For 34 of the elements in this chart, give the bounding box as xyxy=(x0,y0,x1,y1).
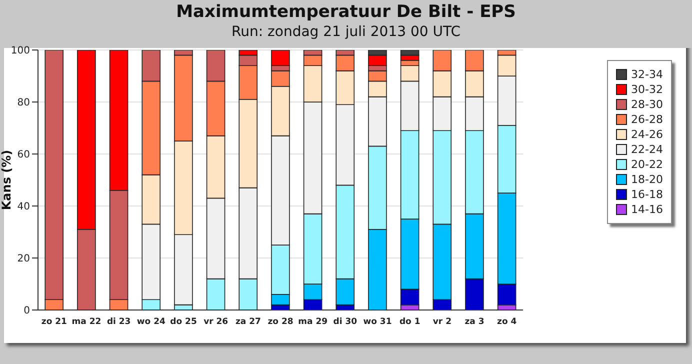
y-axis-title: Kans (%) xyxy=(0,150,14,210)
x-tick-label: di 30 xyxy=(333,317,358,328)
x-tick-label: do 1 xyxy=(399,317,420,328)
legend-label: 16-18 xyxy=(631,188,663,201)
legend-label: 24-26 xyxy=(631,128,663,141)
legend-label: 22-24 xyxy=(631,143,663,156)
legend-label: 18-20 xyxy=(631,173,663,186)
x-tick-label: za 3 xyxy=(464,317,484,328)
legend-label: 32-34 xyxy=(631,68,663,81)
x-tick-label: za 27 xyxy=(235,317,261,328)
y-tick-label: 60 xyxy=(17,150,30,161)
x-tick-label: di 23 xyxy=(106,317,131,328)
x-tick-label: wo 24 xyxy=(136,317,166,328)
y-tick-label: 40 xyxy=(17,202,30,213)
x-tick-label: zo 4 xyxy=(497,317,517,328)
chart-subtitle: Run: zondag 21 juli 2013 00 UTC xyxy=(230,24,462,40)
legend-label: 26-28 xyxy=(631,113,663,126)
x-tick-label: zo 28 xyxy=(268,317,294,328)
legend-label: 14-16 xyxy=(631,203,663,216)
x-tick-label: vr 2 xyxy=(432,317,452,328)
y-tick-label: 0 xyxy=(24,306,30,317)
y-tick-label: 100 xyxy=(10,46,30,57)
x-tick-label: ma 29 xyxy=(298,317,328,328)
x-tick-label: zo 21 xyxy=(41,317,68,328)
x-tick-label: vr 26 xyxy=(204,317,228,328)
y-tick-label: 20 xyxy=(17,254,30,265)
x-tick-label: ma 22 xyxy=(72,317,102,328)
x-tick-label: wo 31 xyxy=(363,317,392,328)
chart-title: Maximumtemperatuur De Bilt - EPS xyxy=(175,2,517,22)
legend-label: 30-32 xyxy=(631,83,663,96)
legend-label: 28-30 xyxy=(631,98,663,111)
y-tick-label: 80 xyxy=(17,98,30,109)
legend-label: 20-22 xyxy=(631,158,663,171)
x-tick-label: do 25 xyxy=(170,317,197,328)
